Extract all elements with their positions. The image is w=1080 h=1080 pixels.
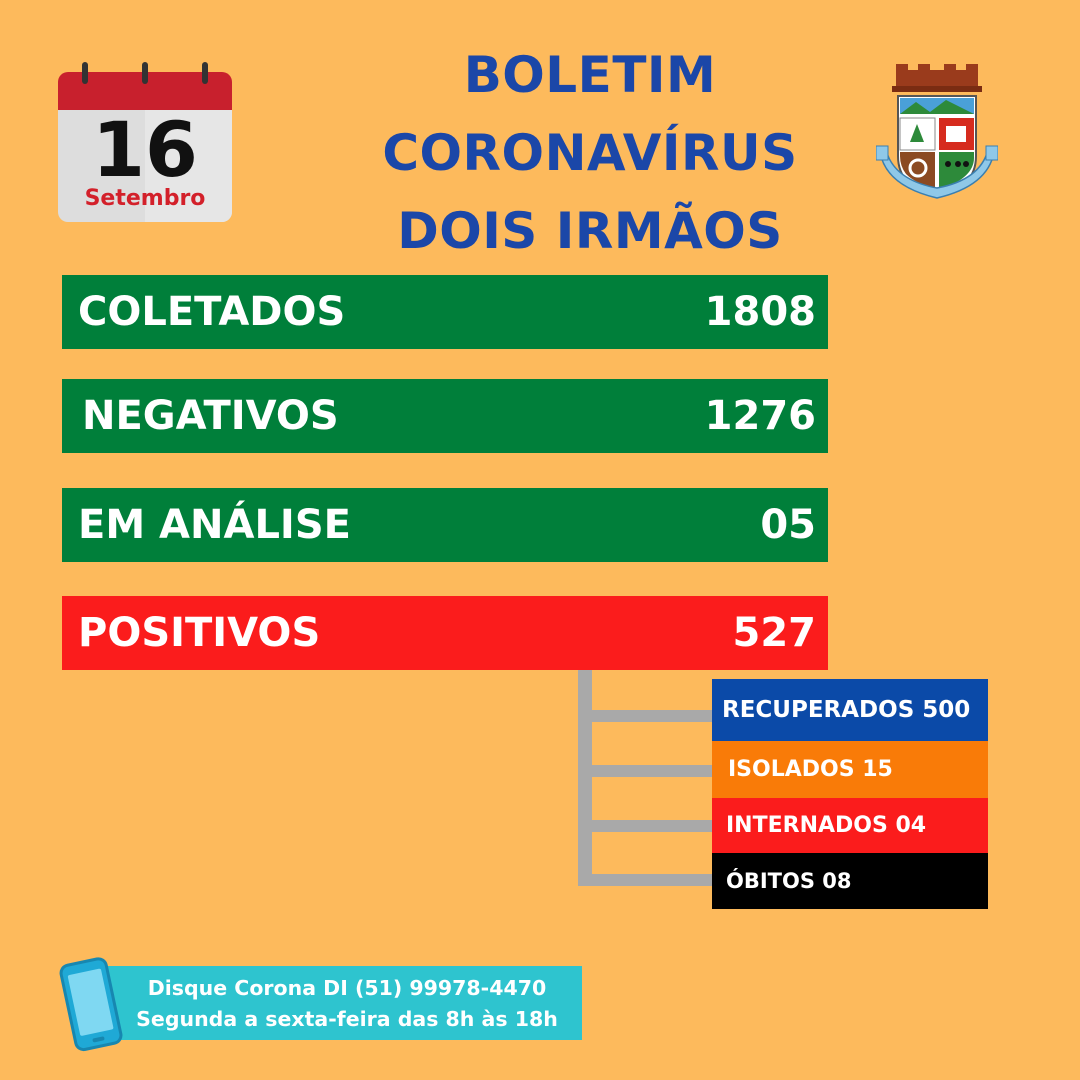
stat-negativos: NEGATIVOS 1276 [62,379,828,453]
calendar-ring-icon [202,62,208,84]
hotline-hours: Segunda a sexta-feira das 8h às 18h [136,1007,558,1031]
obitos-box: ÓBITOS 08 [712,853,988,909]
connector-branch [578,765,712,777]
phone-icon [59,957,123,1052]
stat-label: COLETADOS [78,289,346,335]
hotline-phone: Disque Corona DI (51) 99978-4470 [147,976,547,1000]
stat-coletados: COLETADOS 1808 [62,275,828,349]
calendar-ring-icon [82,62,88,84]
coat-of-arms-icon [876,64,998,199]
calendar-ring-icon [142,62,148,84]
stat-positivos: POSITIVOS 527 [62,596,828,670]
title-line-1: BOLETIM [463,46,717,104]
stat-em-analise: EM ANÁLISE 05 [62,488,828,562]
connector-branch [578,820,712,832]
stat-value: 05 [760,502,816,548]
stat-value: 527 [732,610,817,656]
stat-label: NEGATIVOS [82,393,339,439]
page-title: BOLETIM CORONAVÍRUS DOIS IRMÃOS [330,36,850,270]
stat-value: 1276 [704,393,816,439]
isolados-box: ISOLADOS 15 [712,741,988,798]
connector-vertical [578,670,592,886]
connector-branch [578,874,712,886]
stat-value: 1808 [704,289,816,335]
internados-box: INTERNADOS 04 [712,798,988,853]
stat-label: POSITIVOS [78,610,321,656]
calendar: 16 Setembro [58,62,232,224]
title-line-3: DOIS IRMÃOS [397,202,783,260]
calendar-month: Setembro [84,186,206,211]
hotline-banner: Disque Corona DI (51) 99978-4470 Segunda… [96,966,582,1040]
stat-label: EM ANÁLISE [78,502,351,548]
calendar-page [58,110,232,222]
connector-branch [578,710,712,722]
title-line-2: CORONAVÍRUS [382,124,798,182]
recuperados-box: RECUPERADOS 500 [712,679,988,741]
calendar-day: 16 [92,105,198,194]
